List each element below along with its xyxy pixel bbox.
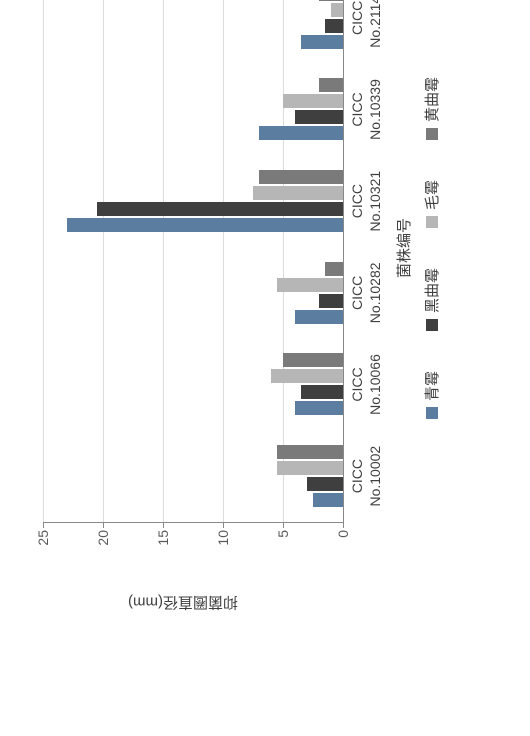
ytick-label: 10 — [215, 522, 231, 546]
bar — [295, 402, 343, 416]
gridline — [283, 0, 284, 522]
bar — [259, 170, 343, 184]
gridline — [103, 0, 104, 522]
bar — [283, 354, 343, 368]
bar — [277, 445, 343, 459]
bar — [253, 186, 343, 200]
legend-item: 毛霉 — [421, 180, 442, 228]
legend-label: 青霉 — [421, 371, 442, 401]
xtick-label-line2: No.10321 — [343, 151, 383, 251]
ytick-label: 20 — [95, 522, 111, 546]
legend-swatch — [426, 216, 438, 228]
gridline — [223, 0, 224, 522]
bar — [301, 386, 343, 400]
bar — [271, 370, 343, 384]
bar — [319, 0, 343, 1]
x-axis-title: 菌株编号 — [393, 0, 414, 523]
legend-item: 青霉 — [421, 371, 442, 419]
ytick-label: 15 — [155, 522, 171, 546]
xtick-label-line2: No.21145 — [343, 0, 383, 68]
bar — [295, 310, 343, 324]
legend-label: 黑曲霉 — [421, 268, 442, 313]
gridline — [163, 0, 164, 522]
legend: 青霉 黑曲霉 毛霉 黄曲霉 — [421, 0, 442, 523]
bar — [301, 35, 343, 49]
bar — [259, 127, 343, 141]
bar — [295, 111, 343, 125]
gridline — [43, 0, 44, 522]
ytick-label: 5 — [275, 522, 291, 538]
legend-label: 黄曲霉 — [421, 77, 442, 122]
xtick-label-line2: No.10066 — [343, 335, 383, 435]
legend-item: 黑曲霉 — [421, 268, 442, 331]
xtick-label-line2: No.10339 — [343, 60, 383, 160]
bar — [283, 95, 343, 109]
bar — [97, 202, 343, 216]
legend-swatch — [426, 407, 438, 419]
bar — [331, 3, 343, 17]
legend-label: 毛霉 — [421, 180, 442, 210]
bar-chart: 抑菌圈直径(mm) 0510152025CICCNo.10002CICCNo.1… — [33, 0, 453, 573]
bar — [277, 278, 343, 292]
xtick-label-line2: No.10282 — [343, 243, 383, 343]
bar — [325, 262, 343, 276]
xtick-label-line2: No.10002 — [343, 426, 383, 526]
bar — [313, 493, 343, 507]
plot-area: 0510152025CICCNo.10002CICCNo.10066CICCNo… — [43, 0, 344, 523]
bar — [319, 79, 343, 93]
bar — [277, 461, 343, 475]
bar — [319, 294, 343, 308]
y-axis-label: 抑菌圈直径(mm) — [128, 593, 238, 614]
legend-swatch — [426, 128, 438, 140]
bar — [67, 218, 343, 232]
legend-item: 黄曲霉 — [421, 77, 442, 140]
legend-swatch — [426, 319, 438, 331]
bar — [307, 477, 343, 491]
ytick-label: 25 — [35, 522, 51, 546]
bar — [325, 19, 343, 33]
